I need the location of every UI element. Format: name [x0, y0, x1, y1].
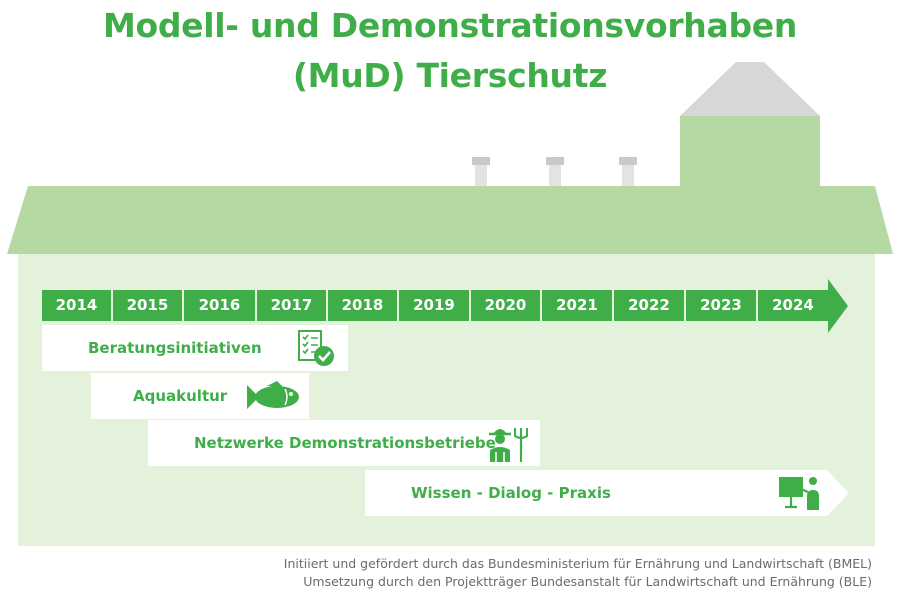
initiative-row: Beratungsinitiativen [42, 325, 348, 371]
chimney [619, 157, 637, 187]
year-label: 2017 [257, 290, 326, 321]
tower-roof [680, 62, 820, 116]
page-title: Modell- und Demonstrationsvorhaben [102, 6, 798, 45]
initiative-label: Netzwerke Demonstrationsbetriebe [194, 434, 496, 452]
page-subtitle: (MuD) Tierschutz [292, 56, 608, 95]
year-label: 2023 [686, 290, 756, 321]
checklist-icon [298, 330, 334, 366]
year-label: 2024 [758, 290, 828, 321]
year-label: 2014 [42, 290, 111, 321]
barn-roof [7, 186, 893, 254]
presentation-icon [779, 477, 819, 510]
year-label: 2015 [113, 290, 182, 321]
tower [680, 116, 820, 190]
farmer-icon [489, 428, 528, 462]
year-label: 2020 [471, 290, 540, 321]
initiative-row: Aquakultur [91, 373, 309, 419]
chimney [472, 157, 490, 187]
year-label: 2018 [328, 290, 397, 321]
initiative-arrow-bar [365, 470, 849, 516]
chimney [546, 157, 564, 187]
year-label: 2016 [184, 290, 255, 321]
initiative-label: Beratungsinitiativen [88, 339, 262, 357]
footer-implementation-text: Umsetzung durch den Projektträger Bundes… [303, 574, 872, 589]
initiative-row: Netzwerke Demonstrationsbetriebe [148, 420, 540, 466]
year-label: 2022 [614, 290, 684, 321]
fish-icon [247, 381, 299, 409]
initiative-label: Aquakultur [133, 387, 228, 405]
timeline-arrow-head [828, 279, 848, 333]
year-label: 2021 [542, 290, 612, 321]
initiative-label: Wissen - Dialog - Praxis [411, 484, 611, 502]
year-label: 2019 [399, 290, 469, 321]
footer-sponsor-text: Initiiert und gefördert durch das Bundes… [283, 556, 872, 571]
